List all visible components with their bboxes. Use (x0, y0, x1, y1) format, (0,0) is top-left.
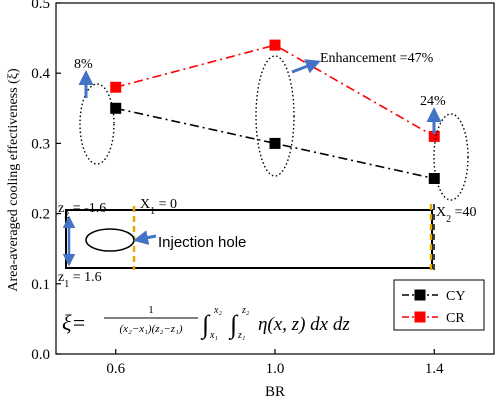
y-tick-label-3: 0.3 (31, 136, 50, 152)
inset-schematic: Injection hole z2 = -1.6 z1 = 1.6 X1 = 0… (58, 197, 477, 290)
point-cy-2 (428, 173, 440, 184)
annotation-enhancement: Enhancement =47% (320, 51, 434, 66)
formula-denominator: (x₂−x₁)(z₂−z₁) (119, 323, 182, 335)
legend-label-cr: CR (446, 311, 465, 326)
y-axis: 0.0 0.1 0.2 0.3 0.4 0.5 (31, 0, 61, 363)
ellipse-br-1-4 (433, 113, 469, 201)
formula-integrand: η(x, z) dx dz (258, 314, 350, 335)
legend-marker-cr (414, 311, 426, 323)
legend: CY CR (393, 279, 485, 331)
point-cr-1 (269, 39, 281, 51)
legend-marker-cy (414, 289, 426, 301)
label-z1: z1 = 1.6 (58, 270, 102, 290)
point-cr-2 (428, 130, 440, 142)
arrow-enhancement (291, 59, 321, 74)
series-line-cr (115, 44, 435, 138)
annotation-24pct: 24% (420, 94, 446, 109)
point-cy-1 (269, 137, 281, 149)
formula-numerator: 1 (148, 304, 154, 316)
point-cr-0 (110, 81, 122, 93)
ellipse-br-0-6 (79, 83, 115, 165)
y-tick-label-4: 0.4 (31, 66, 50, 82)
y-tick-label-1: 0.1 (31, 277, 50, 293)
annotation-8pct: 8% (74, 57, 93, 72)
arrow-injection-hole (133, 230, 157, 246)
y-tick-label-0: 0.0 (31, 347, 50, 363)
label-z2: z2 = -1.6 (58, 201, 106, 221)
x-tick-label-2: 1.4 (425, 361, 444, 377)
legend-label-cy: CY (446, 289, 465, 304)
injection-hole-shape (85, 228, 135, 252)
series-line-cy (115, 107, 435, 180)
x-axis: 0.6 1.0 1.4 (106, 349, 444, 377)
formula-outer-upper: x₂ (213, 305, 222, 316)
ellipse-br-1-0 (255, 55, 295, 177)
x-axis-label: BR (265, 384, 285, 400)
legend-box (393, 279, 485, 331)
formula-outer-lower: x₁ (209, 330, 218, 341)
formula-lhs: ξ= (62, 310, 86, 335)
x-tick-label-0: 0.6 (106, 361, 125, 377)
y-tick-label-5: 0.5 (31, 0, 50, 12)
formula-inner-lower: z₁ (237, 330, 245, 341)
y-axis-label: Area-averaged cooling effectiveness (ξ) (6, 68, 21, 292)
inset-domain-rect (65, 209, 433, 269)
label-x2: X2 =40 (436, 205, 477, 225)
injection-hole-label: Injection hole (158, 234, 246, 251)
formula-integral-inner: ∫ (228, 310, 239, 340)
formula-integral-outer: ∫ (200, 310, 211, 340)
formula: ξ= 1 (x₂−x₁)(z₂−z₁) ∫ x₂ x₁ ∫ z₂ z₁ η(x,… (62, 304, 350, 341)
x-tick-label-1: 1.0 (266, 361, 285, 377)
point-cy-0 (110, 102, 122, 114)
series-layer (110, 39, 440, 184)
formula-inner-upper: z₂ (241, 305, 250, 316)
y-tick-label-2: 0.2 (31, 207, 50, 223)
label-x1: X1 = 0 (140, 197, 177, 217)
